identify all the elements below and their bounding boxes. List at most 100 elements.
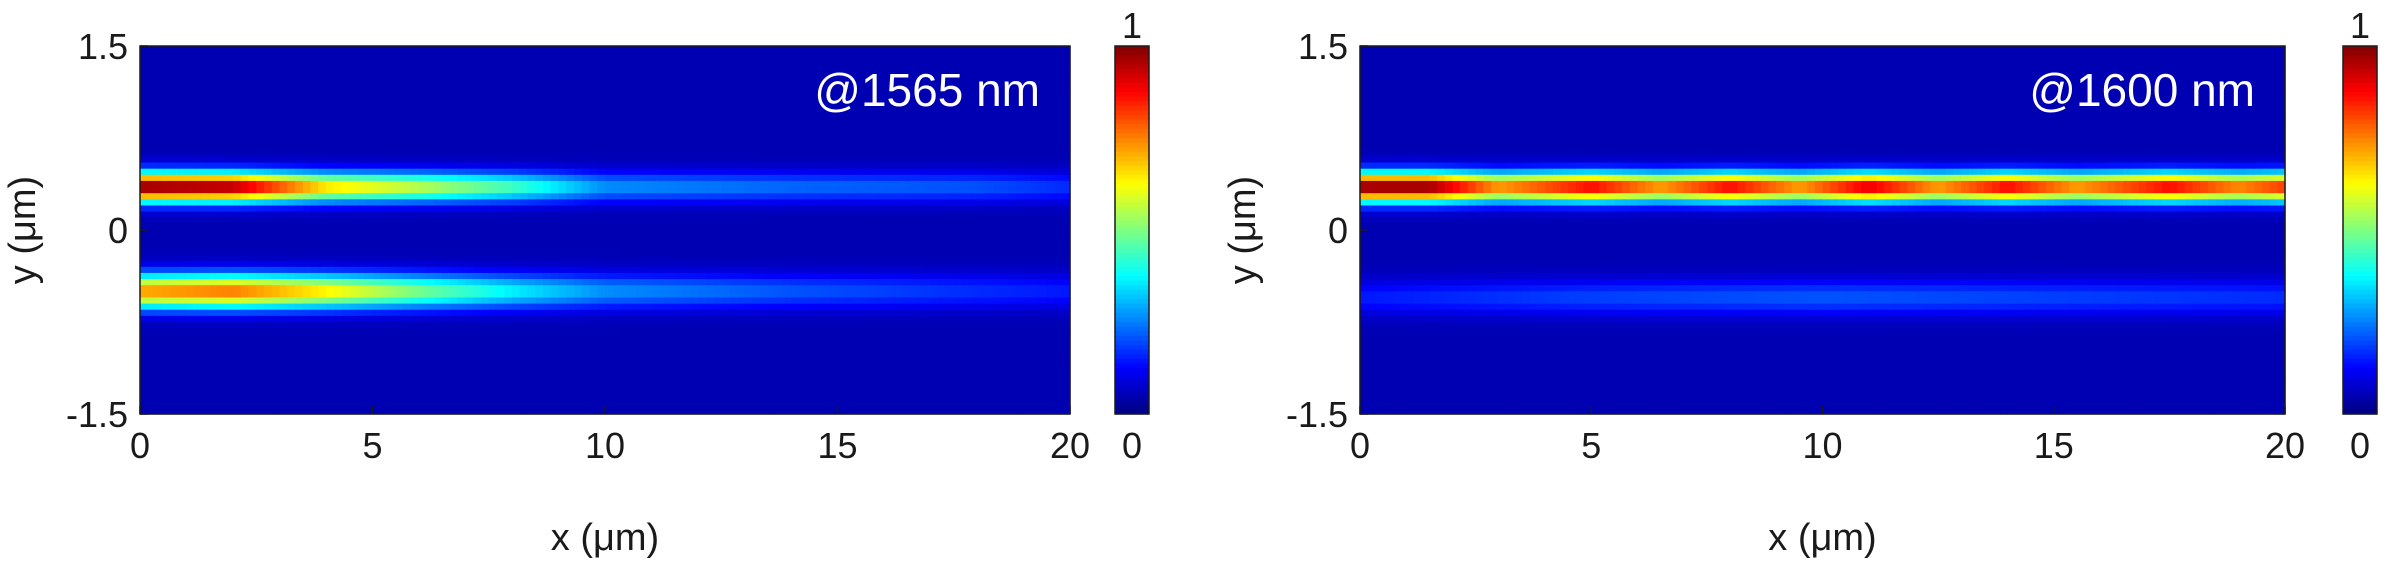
heatmap-cell — [558, 328, 567, 335]
heatmap-cell — [264, 315, 273, 323]
heatmap-cell — [504, 58, 513, 65]
heatmap-cell — [411, 242, 420, 249]
heatmap-cell — [233, 113, 242, 121]
heatmap-cell — [721, 230, 730, 237]
heatmap-cell — [729, 150, 738, 157]
heatmap-cell — [643, 168, 653, 176]
heatmap-cell — [256, 303, 265, 311]
heatmap-cell — [682, 407, 691, 415]
heatmap-cell — [457, 70, 467, 78]
heatmap-cell — [256, 70, 265, 78]
heatmap-cell — [256, 101, 265, 108]
heatmap-cell — [504, 377, 513, 384]
heatmap-cell — [760, 230, 769, 237]
heatmap-cell — [682, 328, 691, 335]
heatmap-cell — [457, 309, 467, 317]
heatmap-cell — [318, 187, 327, 194]
heatmap-cell — [597, 266, 606, 274]
heatmap-cell — [333, 88, 343, 96]
heatmap-cell — [442, 119, 451, 127]
heatmap-cell — [744, 70, 753, 78]
heatmap-cell — [295, 272, 304, 280]
heatmap-cell — [496, 340, 505, 348]
heatmap-cell — [667, 205, 676, 213]
heatmap-cell — [225, 322, 234, 329]
heatmap-cell — [636, 285, 645, 292]
heatmap-cell — [690, 322, 699, 329]
heatmap-cell — [558, 340, 567, 348]
heatmap-cell — [364, 211, 374, 219]
heatmap-cell — [752, 138, 761, 145]
heatmap-cell — [667, 322, 676, 329]
heatmap-cell — [667, 328, 676, 335]
heatmap-cell — [341, 131, 350, 139]
heatmap-cell — [302, 242, 312, 249]
heatmap-cell — [279, 279, 288, 286]
heatmap-cell — [488, 107, 498, 115]
heatmap-cell — [605, 168, 614, 176]
heatmap-cell — [318, 291, 327, 299]
heatmap-cell — [442, 279, 451, 286]
heatmap-cell — [574, 199, 583, 207]
heatmap-cell — [473, 150, 482, 157]
heatmap-cell — [527, 95, 536, 102]
heatmap-cell — [364, 156, 374, 164]
heatmap-cell — [519, 358, 529, 366]
heatmap-cell — [171, 199, 180, 207]
heatmap-cell — [473, 242, 482, 249]
heatmap-cell — [256, 64, 265, 72]
heatmap-cell — [674, 223, 684, 231]
heatmap-cell — [395, 211, 405, 219]
heatmap-cell — [318, 217, 327, 225]
heatmap-cell — [620, 291, 629, 299]
heatmap-cell — [364, 272, 374, 280]
heatmap-cell — [775, 371, 784, 378]
heatmap-cell — [310, 46, 319, 53]
heatmap-cell — [682, 401, 691, 409]
heatmap-cell — [426, 352, 436, 360]
heatmap-cell — [581, 230, 591, 237]
heatmap-cell — [318, 174, 327, 182]
heatmap-cell — [341, 358, 350, 366]
heatmap-cell — [543, 407, 552, 415]
heatmap-cell — [465, 334, 474, 341]
heatmap-cell — [178, 150, 188, 157]
heatmap-cell — [326, 52, 335, 59]
heatmap-cell — [775, 266, 784, 274]
heatmap-cell — [411, 279, 420, 286]
heatmap-cell — [488, 407, 498, 415]
heatmap-cell — [318, 407, 327, 415]
heatmap-cell — [147, 389, 157, 397]
heatmap-cell — [628, 352, 637, 360]
heatmap-cell — [736, 334, 746, 341]
heatmap-cell — [504, 297, 513, 305]
heatmap-cell — [589, 401, 598, 409]
heatmap-cell — [178, 95, 188, 102]
heatmap-cell — [736, 242, 746, 249]
heatmap-cell — [574, 101, 583, 108]
heatmap-cell — [473, 107, 482, 115]
heatmap-cell — [140, 352, 149, 360]
heatmap-cell — [674, 236, 684, 243]
heatmap-cell — [659, 309, 668, 317]
heatmap-cell — [605, 334, 614, 341]
heatmap-cell — [729, 88, 738, 96]
heatmap-cell — [194, 107, 203, 115]
heatmap-cell — [147, 193, 157, 200]
heatmap-cell — [163, 358, 172, 366]
heatmap-cell — [543, 401, 552, 409]
heatmap-cell — [225, 230, 234, 237]
heatmap-cell — [744, 125, 753, 133]
heatmap-cell — [209, 279, 219, 286]
heatmap-cell — [140, 303, 149, 311]
heatmap-cell — [550, 217, 560, 225]
heatmap-cell — [504, 101, 513, 108]
heatmap-cell — [643, 211, 653, 219]
heatmap-cell — [620, 315, 629, 323]
heatmap-cell — [450, 291, 459, 299]
heatmap-cell — [698, 315, 707, 323]
heatmap-cell — [310, 334, 319, 341]
heatmap-cell — [682, 119, 691, 127]
heatmap-cell — [674, 328, 684, 335]
heatmap-cell — [178, 70, 188, 78]
